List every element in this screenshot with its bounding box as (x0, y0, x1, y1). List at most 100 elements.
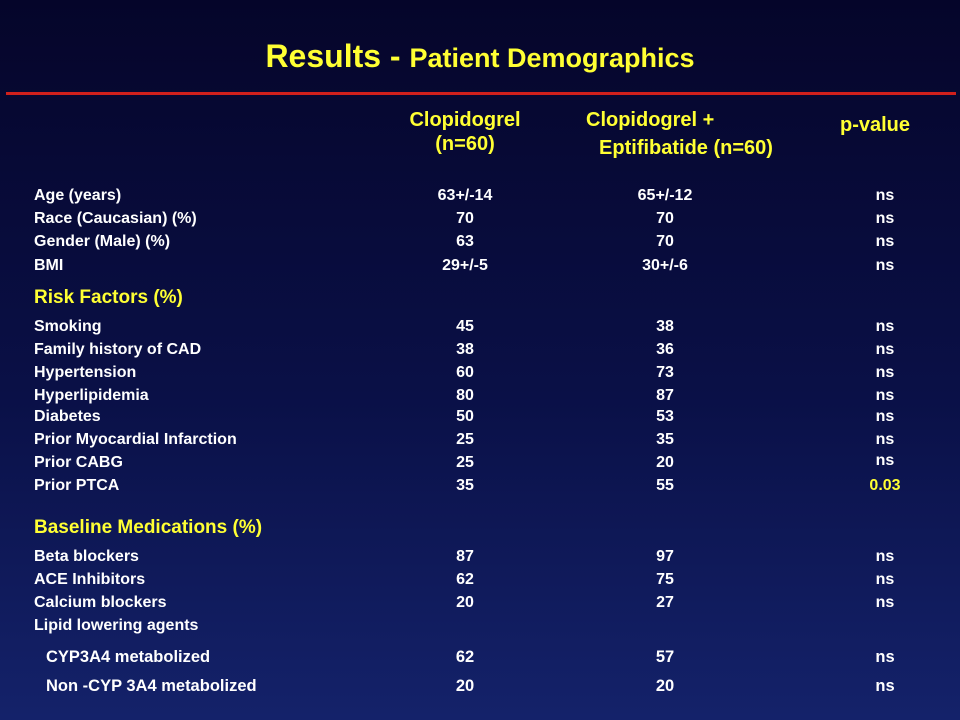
p-value: ns (875, 677, 895, 695)
column-header-clopidogrel-line2: (n=60) (435, 133, 495, 155)
p-value: ns (875, 408, 895, 425)
combo-value: 97 (656, 548, 674, 565)
row-label: Hypertension (34, 364, 137, 381)
combo-value: 57 (655, 648, 675, 666)
column-header-clopidogrel: Clopidogrel (n=60) (380, 108, 550, 156)
clopidogrel-value: 62 (455, 648, 475, 666)
combo-value: 55 (656, 477, 674, 494)
clopidogrel-value: 20 (455, 677, 475, 695)
row-label: Age (years) (34, 187, 122, 204)
p-value: ns (875, 571, 895, 588)
row-label: ACE Inhibitors (34, 571, 146, 588)
p-value: ns (875, 341, 895, 358)
row-label: Prior Myocardial Infarction (34, 431, 237, 448)
row-label: Hyperlipidemia (34, 387, 149, 404)
table-row: Prior Myocardial Infarction 25 35 ns (0, 431, 960, 453)
row-label: Gender (Male) (%) (34, 233, 171, 250)
clopidogrel-value: 35 (456, 477, 474, 494)
section-heading-baseline-medications: Baseline Medications (%) (34, 517, 263, 538)
clopidogrel-value: 62 (456, 571, 474, 588)
column-header-pvalue: p-value (839, 114, 911, 136)
row-label: Diabetes (34, 408, 101, 425)
p-value: ns (875, 452, 895, 469)
table-row: Race (Caucasian) (%) 70 70 ns (0, 210, 960, 232)
row-label: Smoking (34, 318, 102, 335)
table-row: Lipid lowering agents (0, 617, 960, 639)
combo-value: 38 (656, 318, 674, 335)
title-divider (6, 92, 956, 95)
combo-value: 35 (656, 431, 674, 448)
row-label: CYP3A4 metabolized (46, 648, 211, 666)
combo-value: 53 (656, 408, 674, 425)
table-row: ACE Inhibitors 62 75 ns (0, 571, 960, 593)
table-row: BMI 29+/-5 30+/-6 ns (0, 257, 960, 279)
combo-value: 87 (656, 387, 674, 404)
clopidogrel-value: 45 (456, 318, 474, 335)
clopidogrel-value: 25 (456, 431, 474, 448)
table-row: Age (years) 63+/-14 65+/-12 ns (0, 187, 960, 209)
p-value: ns (875, 594, 895, 611)
clopidogrel-value: 63+/-14 (437, 187, 493, 204)
table-row: Diabetes 50 53 ns (0, 408, 960, 430)
table-row: Smoking 45 38 ns (0, 318, 960, 340)
clopidogrel-value: 38 (456, 341, 474, 358)
combo-value: 70 (656, 233, 674, 250)
title-main: Results - (265, 38, 410, 74)
row-label: Non -CYP 3A4 metabolized (46, 677, 257, 695)
p-value: ns (875, 318, 895, 335)
table-row: Gender (Male) (%) 63 70 ns (0, 233, 960, 255)
row-label: Calcium blockers (34, 594, 167, 611)
row-label: Prior CABG (34, 454, 123, 471)
p-value: ns (875, 257, 895, 274)
clopidogrel-value: 63 (456, 233, 474, 250)
p-value: ns (875, 431, 895, 448)
row-label: BMI (34, 257, 64, 274)
column-header-clopidogrel-eptifibatide: Clopidogrel + Eptifibatide (n=60) (566, 108, 806, 160)
p-value: ns (875, 548, 895, 565)
row-label: Family history of CAD (34, 341, 202, 358)
p-value: ns (875, 187, 895, 204)
clopidogrel-value: 80 (456, 387, 474, 404)
table-row: Prior PTCA 35 55 0.03 (0, 477, 960, 499)
p-value: ns (875, 648, 895, 666)
combo-value: 20 (656, 454, 674, 471)
p-value-significant: 0.03 (869, 477, 901, 494)
row-label: Beta blockers (34, 548, 139, 565)
p-value: ns (875, 364, 895, 381)
section-heading-risk-factors: Risk Factors (%) (34, 287, 183, 308)
table-row: Calcium blockers 20 27 ns (0, 594, 960, 616)
clopidogrel-value: 25 (456, 454, 474, 471)
title-sub: Patient Demographics (409, 43, 695, 73)
column-header-combo-line2: Eptifibatide (n=60) (599, 137, 773, 159)
table-row: Family history of CAD 38 36 ns (0, 341, 960, 363)
column-header-clopidogrel-line1: Clopidogrel (409, 109, 521, 131)
row-label: Prior PTCA (34, 477, 120, 494)
table-row: Hypertension 60 73 ns (0, 364, 960, 386)
clopidogrel-value: 70 (456, 210, 474, 227)
row-label: Lipid lowering agents (34, 617, 199, 634)
combo-value: 30+/-6 (642, 257, 688, 274)
combo-value: 27 (656, 594, 674, 611)
combo-value: 73 (656, 364, 674, 381)
row-label: Race (Caucasian) (%) (34, 210, 197, 227)
combo-value: 75 (656, 571, 674, 588)
column-header-combo-line1: Clopidogrel + (586, 109, 715, 131)
clopidogrel-value: 60 (456, 364, 474, 381)
p-value: ns (875, 233, 895, 250)
clopidogrel-value: 29+/-5 (442, 257, 488, 274)
clopidogrel-value: 20 (456, 594, 474, 611)
table-row: Beta blockers 87 97 ns (0, 548, 960, 570)
clopidogrel-value: 87 (456, 548, 474, 565)
combo-value: 36 (656, 341, 674, 358)
slide-title: Results - Patient Demographics (0, 38, 960, 75)
combo-value: 20 (655, 677, 675, 695)
table-row: Non -CYP 3A4 metabolized 20 20 ns (0, 677, 960, 699)
combo-value: 70 (656, 210, 674, 227)
p-value: ns (875, 387, 895, 404)
combo-value: 65+/-12 (637, 187, 693, 204)
p-value: ns (875, 210, 895, 227)
clopidogrel-value: 50 (456, 408, 474, 425)
table-row: CYP3A4 metabolized 62 57 ns (0, 648, 960, 670)
table-row: Prior CABG 25 20 ns (0, 452, 960, 476)
table-row: Hyperlipidemia 80 87 ns (0, 387, 960, 409)
